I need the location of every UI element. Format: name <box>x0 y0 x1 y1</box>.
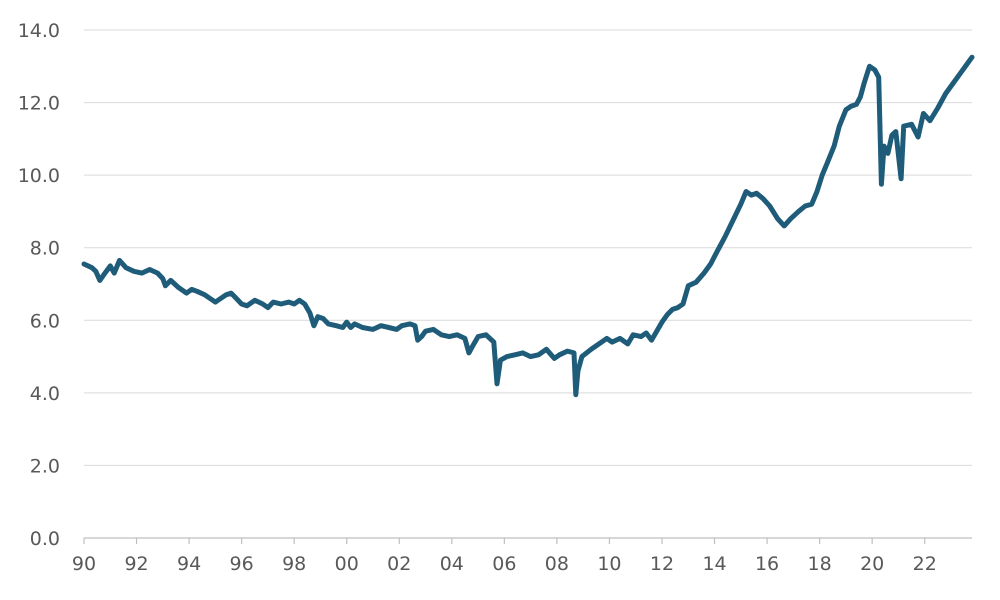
x-tick-label: 02 <box>387 553 411 575</box>
x-tick-label: 12 <box>650 553 674 575</box>
y-tick-label: 2.0 <box>30 455 60 477</box>
x-tick-label: 22 <box>913 553 937 575</box>
x-tick-label: 16 <box>755 553 779 575</box>
x-tick-label: 94 <box>177 553 201 575</box>
x-tick-label: 18 <box>808 553 832 575</box>
y-tick-label: 10.0 <box>18 165 60 187</box>
x-tick-label: 04 <box>440 553 464 575</box>
x-tick-label: 96 <box>230 553 254 575</box>
y-tick-label: 8.0 <box>30 238 60 260</box>
y-tick-label: 14.0 <box>18 20 60 42</box>
x-tick-label: 20 <box>860 553 884 575</box>
y-tick-label: 4.0 <box>30 383 60 405</box>
y-axis: 0.0 2.0 4.0 6.0 8.0 10.0 12.0 14.0 <box>18 20 60 550</box>
x-tick-label: 14 <box>702 553 726 575</box>
x-tick-label: 06 <box>492 553 516 575</box>
series-layer <box>81 54 975 398</box>
x-tick-label: 98 <box>282 553 306 575</box>
y-tick-label: 0.0 <box>30 528 60 550</box>
x-tick-label: 90 <box>72 553 96 575</box>
x-tick-label: 08 <box>545 553 569 575</box>
y-tick-label: 6.0 <box>30 310 60 332</box>
gridlines <box>84 29 972 466</box>
x-axis: 90 92 94 96 98 00 02 04 06 08 10 12 14 16 18 20 22 <box>72 537 972 575</box>
x-tick-label: 00 <box>335 553 359 575</box>
y-tick-label: 12.0 <box>18 93 60 115</box>
series-line-0 <box>81 54 975 398</box>
x-tick-label: 10 <box>597 553 621 575</box>
x-tick-label: 92 <box>124 553 148 575</box>
